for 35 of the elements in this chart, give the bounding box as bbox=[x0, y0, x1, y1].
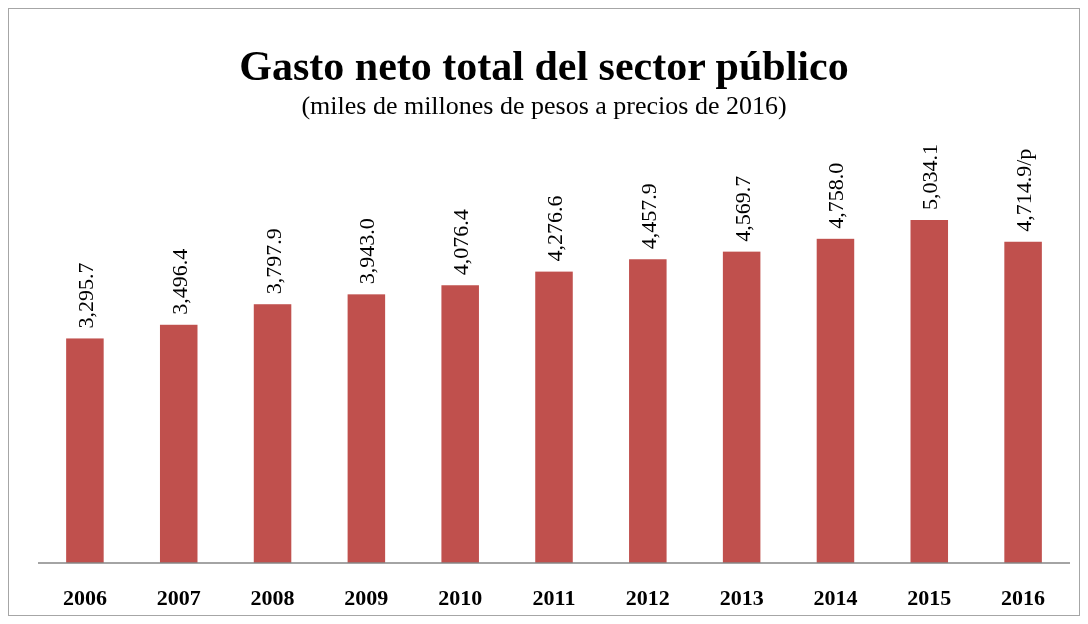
data-label: 4,276.6 bbox=[542, 195, 567, 262]
bar bbox=[66, 338, 104, 563]
data-label: 4,714.9/p bbox=[1011, 148, 1037, 232]
data-label: 3,496.4 bbox=[166, 248, 192, 315]
bar bbox=[159, 324, 198, 563]
chart-title: Gasto neto total del sector público bbox=[239, 43, 849, 89]
x-tick-label: 2009 bbox=[344, 585, 389, 610]
data-label: 4,457.9 bbox=[635, 183, 661, 250]
data-label: 4,569.7 bbox=[729, 175, 755, 242]
bar bbox=[1004, 241, 1042, 563]
x-tick-label: 2010 bbox=[438, 585, 483, 610]
data-label: 3,943.0 bbox=[354, 218, 380, 285]
x-tick-label: 2014 bbox=[813, 585, 858, 610]
data-label: 3,797.9 bbox=[260, 228, 286, 295]
data-label: 4,076.4 bbox=[448, 209, 474, 276]
bar bbox=[253, 304, 292, 563]
x-tick-label: 2006 bbox=[62, 585, 107, 610]
x-tick-label: 2013 bbox=[719, 585, 764, 610]
x-tick-label: 2011 bbox=[532, 585, 576, 610]
x-tick-label: 2008 bbox=[250, 585, 295, 610]
bar bbox=[441, 285, 479, 563]
x-tick-label: 2012 bbox=[625, 585, 670, 610]
bar bbox=[535, 271, 573, 563]
chart-subtitle: (miles de millones de pesos a precios de 2016) bbox=[301, 91, 787, 120]
data-label: 5,034.1 bbox=[917, 144, 943, 210]
data-label: 3,295.7 bbox=[72, 262, 98, 329]
data-label: 4,758.0 bbox=[823, 162, 849, 229]
x-tick-label: 2015 bbox=[907, 585, 952, 610]
bar bbox=[910, 220, 949, 563]
bar bbox=[347, 294, 386, 563]
bar bbox=[629, 259, 667, 563]
x-tick-label: 2016 bbox=[1001, 585, 1046, 610]
bar bbox=[722, 251, 761, 563]
bar bbox=[816, 238, 855, 563]
x-tick-label: 2007 bbox=[156, 585, 201, 610]
